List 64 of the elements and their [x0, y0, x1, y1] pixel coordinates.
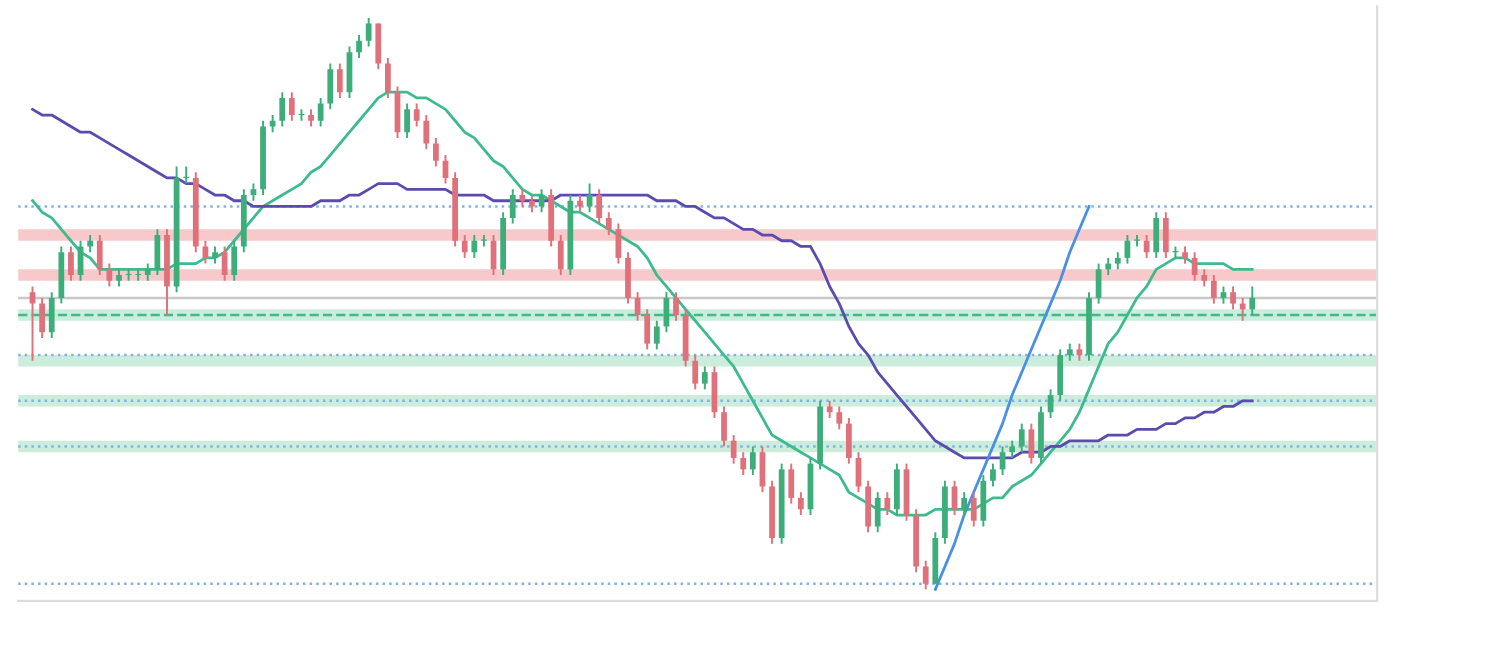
candlestick: [721, 405, 727, 448]
candlestick: [1210, 274, 1217, 305]
candlestick: [375, 22, 382, 71]
candlestick: [1239, 296, 1246, 322]
candlestick: [1153, 211, 1160, 259]
candlestick: [461, 234, 468, 259]
candlestick: [740, 451, 747, 477]
candlestick: [653, 319, 660, 351]
candlestick: [279, 91, 286, 128]
candlestick: [58, 245, 65, 305]
candlestick: [730, 434, 737, 465]
candlestick: [1028, 422, 1035, 465]
candlestick: [1249, 285, 1256, 317]
candlestick: [317, 96, 324, 128]
candlestick: [922, 559, 929, 591]
candlestick: [1038, 405, 1044, 465]
candlestick: [68, 245, 74, 282]
candlestick: [990, 462, 996, 488]
candlestick: [48, 291, 55, 339]
candlestick: [471, 234, 478, 259]
candlestick: [874, 491, 881, 534]
candlestick: [797, 491, 804, 517]
candlestick: [509, 188, 516, 225]
candlestick: [1230, 285, 1236, 311]
candlestick: [788, 462, 795, 505]
candlestick: [385, 56, 391, 99]
candlestick: [846, 416, 852, 465]
candlestick: [673, 291, 679, 322]
candlestick: [701, 365, 708, 391]
candlestick: [980, 474, 987, 528]
candlestick: [932, 531, 939, 585]
candlestick: [96, 234, 103, 277]
candlestick: [884, 491, 891, 517]
candlestick: [625, 251, 631, 305]
candlestick: [605, 211, 612, 237]
candlestick: [29, 285, 36, 362]
candlestick: [327, 62, 334, 111]
candlestick: [961, 491, 968, 517]
candlestick: [557, 234, 564, 277]
candlestick: [970, 491, 977, 528]
candlestick: [202, 239, 209, 265]
candlestick: [423, 114, 430, 151]
candlestick: [865, 479, 871, 534]
candlestick: [749, 445, 756, 477]
candlestick: [231, 239, 238, 282]
candlestick: [692, 354, 699, 391]
candlestick: [413, 102, 420, 128]
candlestick: [1018, 422, 1025, 454]
candlestick: [836, 405, 843, 431]
candlestick: [1057, 348, 1064, 402]
candlestick: [1162, 211, 1169, 259]
candlestick: [288, 91, 295, 122]
candlestick: [365, 16, 372, 48]
candlestick: [548, 188, 555, 248]
candlestick: [644, 308, 651, 351]
candlestick: [894, 462, 900, 517]
candlestick: [39, 296, 46, 339]
candlestick: [1191, 251, 1198, 282]
candlestick: [404, 102, 410, 139]
candlestick: [106, 262, 113, 288]
candlestick: [596, 188, 603, 225]
candlestick: [356, 34, 362, 59]
candlestick: [336, 62, 343, 99]
candlestick: [433, 136, 439, 168]
